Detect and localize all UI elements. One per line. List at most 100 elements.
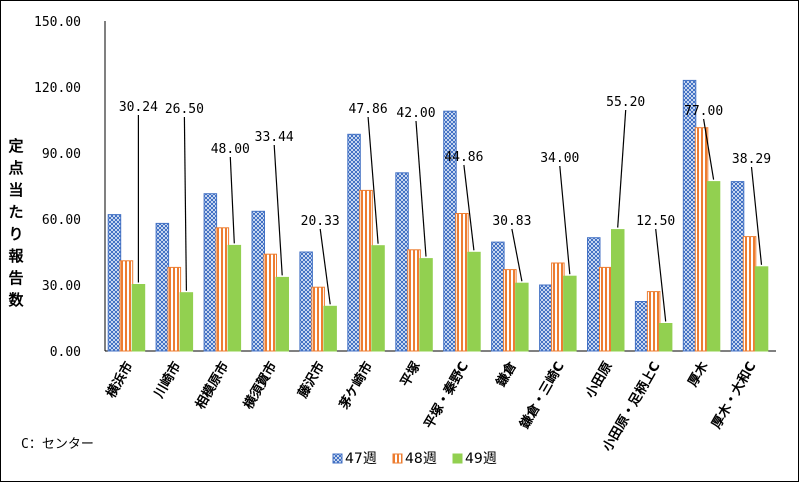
y-axis-title-char: 当 [8, 181, 23, 199]
bar-48週 [359, 189, 373, 352]
x-tick-label: 藤沢市 [295, 359, 328, 401]
legend-label: 47週 [345, 451, 377, 467]
data-labels: 30.24 26.50 48.00 33.44 20.33 47.86 42.00 44.86… [119, 95, 771, 229]
bar-49週 [754, 266, 769, 352]
x-tick-label: 相模原市 [192, 359, 232, 412]
bar-48週 [455, 213, 469, 352]
data-label: 26.50 [165, 102, 204, 117]
bar-49週 [611, 229, 625, 352]
data-label: 55.20 [606, 95, 645, 110]
data-label-leader [463, 164, 475, 251]
y-tick-label: 30.00 [42, 279, 81, 294]
bar-47週 [299, 251, 313, 352]
data-label-leader [703, 118, 715, 180]
data-label: 48.00 [211, 142, 250, 157]
data-label: 30.24 [119, 100, 158, 115]
bar-49週 [467, 251, 481, 352]
y-axis-title-char: 数 [8, 291, 24, 309]
bar-47週 [682, 79, 697, 352]
x-tick-label: 小田原 [583, 360, 615, 401]
data-label-leader [367, 116, 379, 244]
y-axis-title-char: 点 [8, 159, 23, 177]
bar-47週 [587, 237, 601, 352]
bar-47週 [203, 193, 218, 352]
data-label: 44.86 [444, 150, 483, 165]
bar-49週 [563, 275, 577, 352]
x-tick-label: 横浜市 [103, 359, 136, 401]
legend-label: 48週 [405, 451, 437, 467]
y-axis-title-char: り [8, 225, 23, 243]
bar-49週 [275, 276, 289, 352]
bar-48週 [407, 249, 421, 352]
y-axis-title-char: た [8, 203, 23, 221]
bar-47週 [107, 214, 122, 352]
bar-47週 [347, 133, 361, 352]
y-tick-label: 120.00 [34, 81, 81, 96]
legend-swatch [332, 453, 343, 464]
bar-49週 [179, 292, 194, 352]
legend-label: 49週 [465, 451, 497, 467]
data-label: 12.50 [636, 214, 675, 229]
bar-47週 [634, 301, 649, 352]
legend-swatch [392, 453, 403, 464]
data-label-leader [415, 120, 427, 257]
bar-49週 [131, 284, 146, 352]
bar-48週 [119, 260, 134, 352]
bar-47週 [539, 284, 553, 352]
legend-swatch [452, 453, 463, 464]
data-label-leader [750, 166, 763, 265]
bar-49週 [227, 244, 242, 352]
data-label-leader [617, 109, 627, 228]
data-label-leaders [137, 109, 763, 322]
y-axis-ticks: 0.00 30.00 60.00 90.00 120.00 150.00 [34, 15, 81, 360]
x-tick-label: 茅ケ崎市 [336, 359, 376, 412]
bar-48週 [551, 262, 565, 352]
data-label-leader [655, 228, 667, 322]
data-label-leader [511, 228, 523, 282]
data-label-leader [229, 156, 235, 244]
data-label: 20.33 [301, 214, 340, 229]
y-tick-label: 150.00 [34, 15, 81, 30]
x-tick-label: 平塚 [398, 360, 424, 390]
x-tick-label: 川崎市 [150, 359, 184, 402]
bars [107, 79, 769, 352]
bar-49週 [419, 258, 433, 352]
data-label-leader [559, 165, 571, 275]
bar-48週 [311, 286, 325, 352]
bar-48週 [646, 291, 661, 352]
y-tick-label: 0.00 [50, 345, 81, 360]
x-tick-label: 厚木・大和C [708, 359, 759, 432]
bar-47週 [730, 181, 745, 352]
x-tick-label: 鎌倉・三崎C [516, 359, 568, 432]
bar-48週 [167, 266, 182, 352]
bar-47週 [251, 210, 265, 352]
data-label: 34.00 [540, 151, 579, 166]
bar-47週 [491, 241, 505, 352]
bar-47週 [443, 110, 457, 352]
bar-48週 [263, 253, 277, 352]
data-label: 77.00 [684, 104, 723, 119]
bar-48週 [215, 227, 230, 352]
x-tick-label: 横須賀市 [240, 359, 280, 412]
y-axis-title-char: 告 [8, 269, 23, 287]
y-tick-label: 60.00 [42, 213, 81, 228]
data-label-leader [319, 228, 331, 305]
y-axis-title-char: 定 [8, 137, 23, 155]
y-axis-title-char: 報 [8, 247, 24, 265]
legend-note: C：センター [21, 437, 94, 452]
data-label-leader [183, 116, 187, 291]
bar-49週 [323, 305, 337, 352]
bar-48週 [599, 266, 613, 352]
x-tick-label: 鎌倉 [492, 358, 520, 390]
bar-49週 [706, 181, 721, 352]
bar-49週 [515, 282, 529, 352]
bar-47週 [395, 172, 409, 352]
data-label: 33.44 [255, 130, 294, 145]
data-label: 30.83 [492, 214, 531, 229]
bar-49週 [658, 323, 673, 352]
bar-47週 [155, 222, 170, 352]
y-tick-label: 90.00 [42, 147, 81, 162]
